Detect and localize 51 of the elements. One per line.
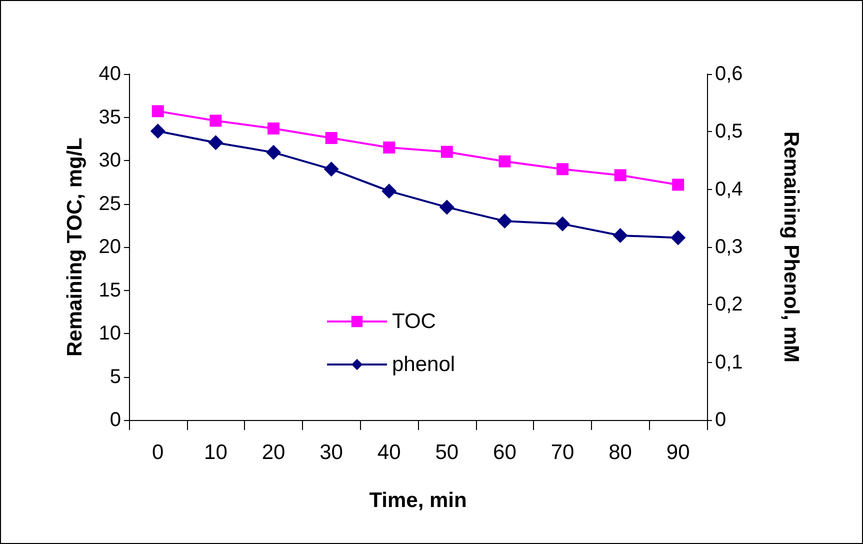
point	[498, 155, 511, 168]
point	[612, 228, 628, 243]
y2-tick-label: 0,2	[715, 294, 743, 316]
legend-label: TOC	[392, 310, 436, 333]
y2-tick-label: 0,1	[715, 351, 743, 374]
point	[556, 163, 568, 176]
y2-tick-label: 0	[715, 409, 726, 431]
x-tick-label: 90	[666, 441, 690, 464]
point	[555, 216, 570, 232]
point	[382, 184, 397, 199]
x-tick-label: 30	[320, 441, 343, 464]
point	[266, 144, 281, 160]
x-tick-label: 80	[608, 441, 632, 464]
point	[439, 200, 454, 215]
point	[152, 105, 164, 118]
point	[325, 132, 338, 144]
x-tick-label: 10	[204, 441, 228, 464]
y2-tick-label: 0,5	[715, 120, 743, 143]
y2-tick-label: 0,3	[715, 236, 743, 258]
x-tick-label: 40	[377, 441, 401, 464]
point	[208, 135, 224, 150]
legend-label: phenol	[392, 353, 456, 376]
x-tick-label: 60	[493, 441, 516, 464]
y-tick-label: 25	[98, 192, 121, 215]
y-tick-label: 15	[98, 279, 121, 302]
point	[150, 124, 166, 139]
y-tick-label: 20	[98, 236, 121, 258]
point	[268, 122, 280, 134]
y-tick-label: 0	[110, 409, 121, 431]
x-tick-label: 20	[262, 441, 286, 464]
x-tick-label: 70	[550, 441, 574, 464]
point	[440, 146, 453, 158]
y2-axis-title: Remaining Phenol, mM	[780, 131, 802, 363]
y2-tick-label: 0,4	[715, 178, 743, 200]
y-axis-title: Remaining TOC, mg/L	[64, 137, 86, 356]
y2-tick-label: 0,6	[715, 63, 743, 85]
point	[497, 214, 512, 229]
point	[614, 169, 626, 182]
point	[670, 230, 686, 246]
point	[210, 114, 222, 127]
y-tick-label: 40	[98, 63, 121, 85]
point	[383, 142, 396, 154]
x-axis-title: Time, min	[369, 489, 467, 512]
y-tick-label: 5	[110, 366, 121, 388]
point	[324, 162, 339, 177]
y-tick-label: 10	[98, 322, 121, 344]
y-tick-label: 35	[98, 106, 121, 128]
y-tick-label: 30	[98, 150, 121, 172]
x-tick-label: 0	[152, 441, 164, 464]
x-tick-label: 50	[435, 441, 459, 464]
point	[672, 178, 684, 191]
